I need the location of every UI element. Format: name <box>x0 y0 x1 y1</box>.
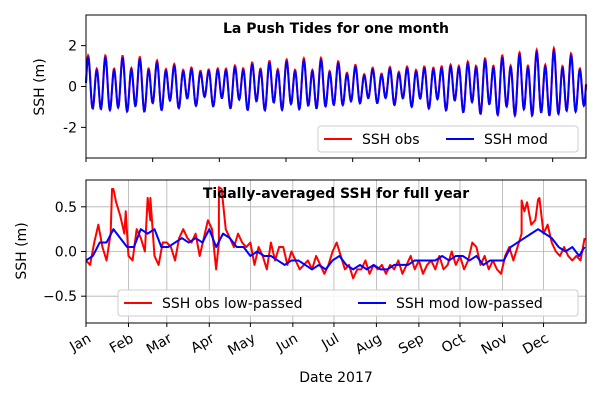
bottom-xtick-label: Jul <box>318 331 342 354</box>
bottom-yticks: −0.5 0.0 0.5 <box>43 200 86 305</box>
bottom-ytick-label: 0.0 <box>55 245 77 261</box>
top-ytick-label: 0 <box>68 80 77 96</box>
bottom-xtick-label: Sep <box>396 331 427 358</box>
bottom-xtick-label: Aug <box>353 331 385 359</box>
top-ytick-label: 2 <box>68 39 77 55</box>
bottom-legend-label-mod: SSH mod low-passed <box>396 296 543 312</box>
top-ytick-label: -2 <box>63 120 77 136</box>
bottom-xticks: Jan Feb Mar Apr May Jun Jul Aug Sep Oct Nov Dec <box>66 323 552 359</box>
bottom-legend: SSH obs low-passed SSH mod low-passed <box>117 289 579 317</box>
top-xticks <box>85 158 554 162</box>
bottom-xtick-label: Nov <box>479 331 511 359</box>
bottom-xtick-label: Oct <box>439 330 468 356</box>
bottom-xtick-label: Dec <box>520 331 551 358</box>
bottom-xlabel: Date 2017 <box>299 370 373 386</box>
bottom-xtick-label: Jan <box>66 331 94 356</box>
bottom-xtick-label: Feb <box>107 331 137 357</box>
top-legend-label-obs: SSH obs <box>362 132 420 148</box>
top-title: La Push Tides for one month <box>223 21 449 37</box>
bottom-series-mod-line <box>85 228 586 271</box>
top-legend: SSH obs SSH mod <box>317 125 579 153</box>
bottom-legend-label-obs: SSH obs low-passed <box>162 296 302 312</box>
bottom-panel: −0.5 0.0 0.5 Jan Feb Mar Apr May Jun Jul Aug Sep Oc… <box>14 179 587 386</box>
bottom-xtick-label: May <box>225 331 258 359</box>
top-series-group <box>85 45 587 119</box>
bottom-xtick-label: Apr <box>188 330 217 356</box>
bottom-xtick-label: Mar <box>144 330 175 357</box>
top-yticks: -2 0 2 <box>63 39 86 136</box>
bottom-ylabel: SSH (m) <box>14 222 30 279</box>
bottom-xtick-label: Jun <box>273 331 301 356</box>
bottom-ytick-label: 0.5 <box>55 200 77 216</box>
bottom-legend-box <box>117 289 579 317</box>
bottom-ytick-label: −0.5 <box>43 289 77 305</box>
bottom-title: Tidally-averaged SSH for full year <box>203 186 469 202</box>
bottom-series-group <box>85 186 586 280</box>
top-legend-label-mod: SSH mod <box>484 132 548 148</box>
top-panel: -2 0 2 La Push Tides for one month SSH (m)… <box>32 14 587 162</box>
top-series-mod-line <box>85 48 587 118</box>
top-ylabel: SSH (m) <box>32 58 48 115</box>
